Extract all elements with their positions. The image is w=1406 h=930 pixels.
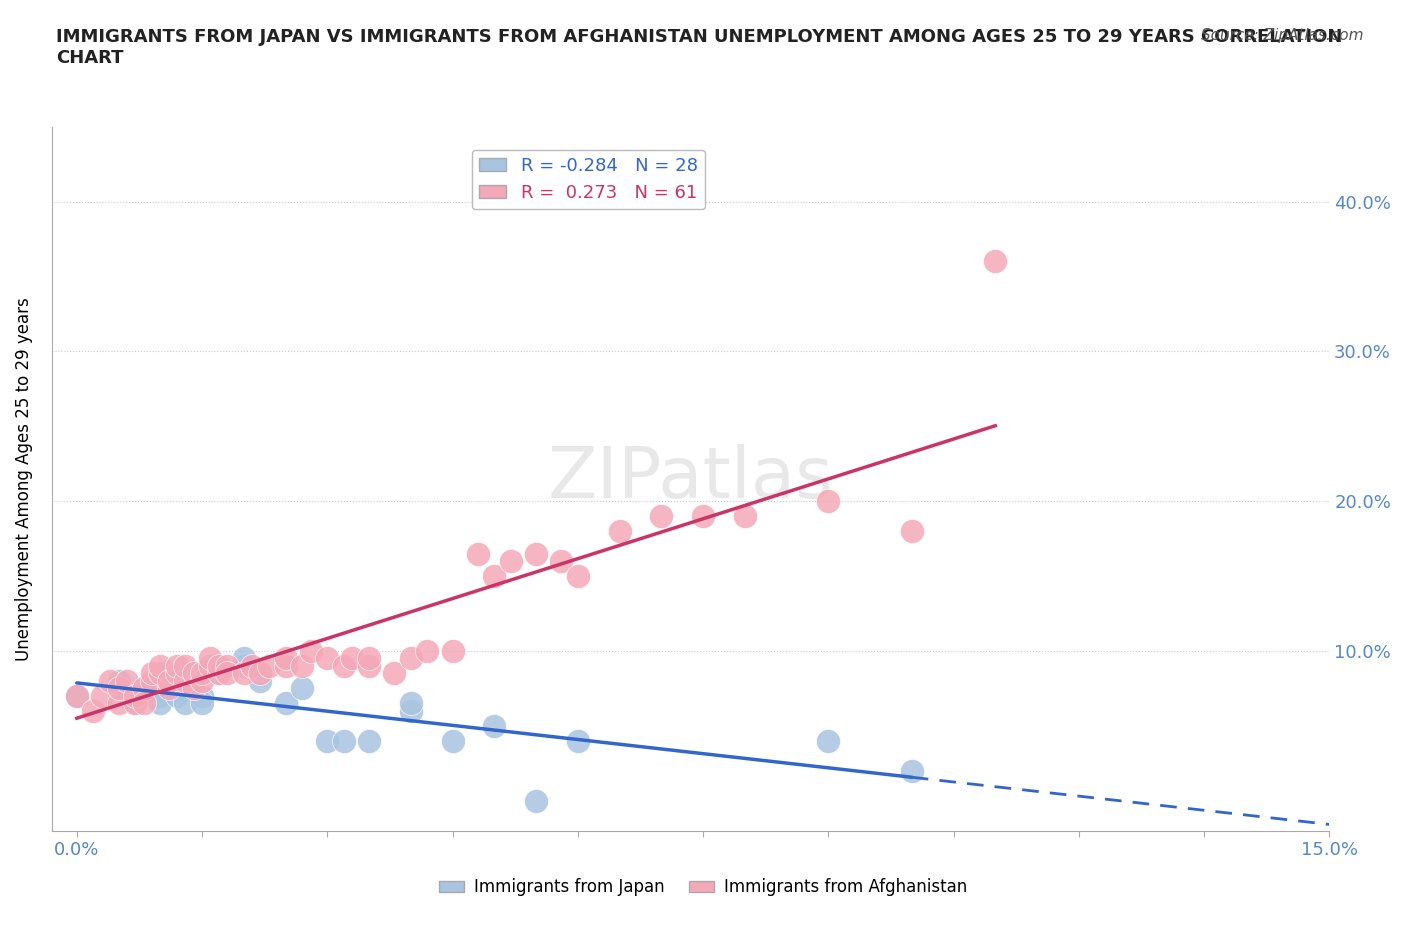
Point	[550, 553, 572, 568]
Point	[107, 673, 129, 688]
Point	[132, 681, 155, 696]
Text: Source: ZipAtlas.com: Source: ZipAtlas.com	[1201, 28, 1364, 43]
Point	[191, 696, 214, 711]
Point	[208, 666, 231, 681]
Point	[399, 696, 422, 711]
Text: IMMIGRANTS FROM JAPAN VS IMMIGRANTS FROM AFGHANISTAN UNEMPLOYMENT AMONG AGES 25 : IMMIGRANTS FROM JAPAN VS IMMIGRANTS FROM…	[56, 28, 1343, 67]
Point	[149, 696, 172, 711]
Point	[166, 666, 188, 681]
Point	[357, 651, 380, 666]
Point	[107, 696, 129, 711]
Point	[333, 734, 356, 749]
Point	[191, 666, 214, 681]
Point	[900, 764, 922, 778]
Point	[249, 666, 271, 681]
Point	[441, 644, 464, 658]
Point	[217, 666, 239, 681]
Point	[333, 658, 356, 673]
Point	[217, 658, 239, 673]
Point	[274, 658, 297, 673]
Legend: Immigrants from Japan, Immigrants from Afghanistan: Immigrants from Japan, Immigrants from A…	[432, 871, 974, 903]
Point	[274, 651, 297, 666]
Text: ZIPatlas: ZIPatlas	[548, 445, 834, 513]
Point	[141, 673, 163, 688]
Point	[817, 734, 839, 749]
Point	[183, 681, 205, 696]
Point	[174, 696, 197, 711]
Point	[382, 666, 405, 681]
Point	[484, 719, 506, 734]
Point	[98, 673, 121, 688]
Point	[66, 688, 89, 703]
Point	[232, 651, 254, 666]
Point	[484, 568, 506, 583]
Point	[124, 696, 146, 711]
Point	[191, 688, 214, 703]
Point	[132, 681, 155, 696]
Point	[200, 658, 222, 673]
Point	[141, 666, 163, 681]
Point	[191, 673, 214, 688]
Point	[200, 651, 222, 666]
Point	[249, 673, 271, 688]
Point	[66, 688, 89, 703]
Point	[90, 688, 112, 703]
Point	[524, 546, 547, 561]
Legend: R = -0.284   N = 28, R =  0.273   N = 61: R = -0.284 N = 28, R = 0.273 N = 61	[472, 150, 704, 209]
Point	[174, 673, 197, 688]
Point	[107, 681, 129, 696]
Point	[291, 658, 314, 673]
Point	[399, 703, 422, 718]
Point	[132, 696, 155, 711]
Point	[900, 524, 922, 538]
Point	[149, 658, 172, 673]
Point	[734, 509, 756, 524]
Point	[232, 658, 254, 673]
Point	[441, 734, 464, 749]
Point	[274, 696, 297, 711]
Point	[316, 734, 339, 749]
Point	[499, 553, 522, 568]
Point	[240, 658, 263, 673]
Point	[174, 658, 197, 673]
Point	[124, 688, 146, 703]
Point	[107, 681, 129, 696]
Point	[115, 673, 138, 688]
Point	[650, 509, 672, 524]
Point	[357, 658, 380, 673]
Point	[357, 734, 380, 749]
Point	[232, 666, 254, 681]
Point	[257, 658, 280, 673]
Point	[208, 666, 231, 681]
Y-axis label: Unemployment Among Ages 25 to 29 years: Unemployment Among Ages 25 to 29 years	[15, 297, 32, 660]
Point	[291, 681, 314, 696]
Point	[416, 644, 439, 658]
Point	[82, 703, 104, 718]
Point	[467, 546, 489, 561]
Point	[817, 494, 839, 509]
Point	[149, 688, 172, 703]
Point	[567, 734, 589, 749]
Point	[299, 644, 322, 658]
Point	[984, 254, 1007, 269]
Point	[208, 658, 231, 673]
Point	[567, 568, 589, 583]
Point	[609, 524, 631, 538]
Point	[399, 651, 422, 666]
Point	[166, 658, 188, 673]
Point	[157, 673, 180, 688]
Point	[524, 793, 547, 808]
Point	[157, 681, 180, 696]
Point	[183, 666, 205, 681]
Point	[342, 651, 364, 666]
Point	[316, 651, 339, 666]
Point	[692, 509, 714, 524]
Point	[166, 688, 188, 703]
Point	[149, 666, 172, 681]
Point	[124, 696, 146, 711]
